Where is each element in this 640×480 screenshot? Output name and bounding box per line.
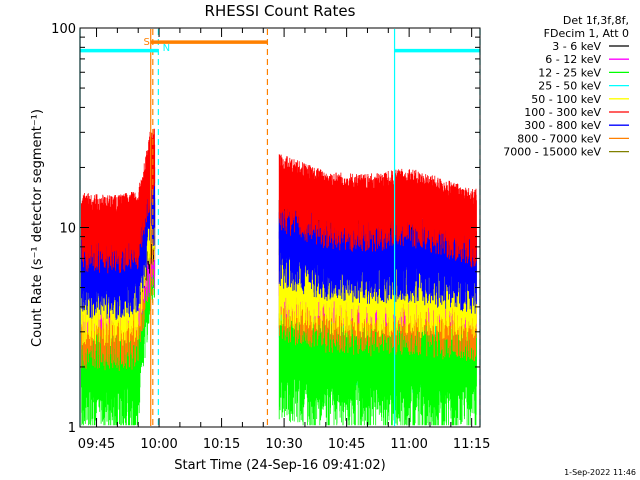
chart-title: RHESSI Count Rates xyxy=(205,2,356,20)
series-line-12-25-kev-1 xyxy=(278,306,477,426)
x-tick-label-1115: 11:15 xyxy=(453,437,490,452)
x-tick-label-1100: 11:00 xyxy=(390,437,427,452)
legend-label-2: 12 - 25 keV xyxy=(538,66,601,79)
x-axis: 09:45 10:00 10:15 10:30 10:45 11:00 11:15 xyxy=(78,28,490,452)
legend-label-5: 100 - 300 keV xyxy=(524,106,601,119)
annotation-s: S xyxy=(144,37,150,48)
y-tick-label-1: 1 xyxy=(68,421,76,436)
annotations: SN xyxy=(144,37,171,54)
flag-bars xyxy=(80,40,480,53)
x-tick-label-0945: 09:45 xyxy=(78,437,115,452)
legend-label-7: 800 - 7000 keV xyxy=(517,132,601,145)
legend-label-0: 3 - 6 keV xyxy=(552,40,601,53)
legend-label-6: 300 - 800 keV xyxy=(524,119,601,132)
x-tick-label-1000: 10:00 xyxy=(140,437,177,452)
series-line-100-300-kev-1 xyxy=(278,154,477,268)
x-axis-label: Start Time (24-Sep-16 09:41:02) xyxy=(174,458,385,473)
x-tick-label-1045: 10:45 xyxy=(328,437,365,452)
legend-label-4: 50 - 100 keV xyxy=(531,93,601,106)
x-tick-label-1030: 10:30 xyxy=(265,437,302,452)
y-tick-label-100: 100 xyxy=(51,22,76,37)
series-line-100-300-kev-0 xyxy=(81,128,156,274)
legend-label-1: 6 - 12 keV xyxy=(545,53,601,66)
x-tick-label-1015: 10:15 xyxy=(203,437,240,452)
legend-label-8: 7000 - 15000 keV xyxy=(503,146,601,159)
series-traces xyxy=(81,128,477,426)
legend-header-0: Det 1f,3f,8f, xyxy=(563,14,629,27)
legend-label-3: 25 - 50 keV xyxy=(538,80,601,93)
legend-header-1: FDecim 1, Att 0 xyxy=(544,27,629,40)
footer-date: 1-Sep-2022 11:46 xyxy=(564,468,636,477)
annotation-n: N xyxy=(163,43,170,54)
y-axis-label: Count Rate (s⁻¹ detector segment⁻¹) xyxy=(30,109,45,347)
y-axis: 1 10 100 xyxy=(51,22,480,436)
y-tick-label-10: 10 xyxy=(59,222,76,237)
